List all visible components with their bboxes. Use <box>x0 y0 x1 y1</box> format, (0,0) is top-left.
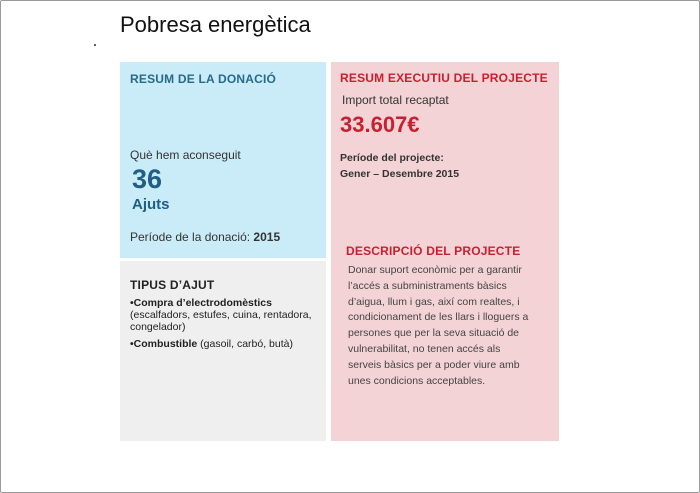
description-line: Donar suport econòmic per a garantir <box>348 264 522 276</box>
aid-types-panel: TIPUS D’AJUT •Compra d’electrodomèstics … <box>120 261 326 441</box>
description-line: d’aigua, llum i gas, així com realtes, i <box>348 295 520 308</box>
donation-period-value: 2015 <box>253 230 281 244</box>
aid-types-list: •Compra d’electrodomèstics (escalfadors,… <box>130 297 322 355</box>
aid-item-fuel: •Combustible (gasoil, carbó, butà) <box>130 338 322 350</box>
description-line: unes condicions acceptables. <box>348 374 486 387</box>
description-heading: DESCRIPCIÓ DEL PROJECTE <box>346 244 521 258</box>
aid-types-heading: TIPUS D’AJUT <box>130 278 215 292</box>
aid-item-appliances: •Compra d’electrodomèstics (escalfadors,… <box>130 297 322 333</box>
aid-item-detail: (gasoil, carbó, butà) <box>197 338 293 350</box>
project-period-value: Gener – Desembre 2015 <box>340 168 460 180</box>
description-line: l’accés a subministraments bàsics <box>348 279 507 292</box>
aid-item-title: •Combustible <box>130 338 198 350</box>
stray-dot <box>94 44 96 46</box>
project-period-label: Període del projecte: <box>340 152 444 164</box>
aid-count: 36 <box>132 164 163 194</box>
executive-summary-heading: RESUM EXECUTIU DEL PROJECTE <box>340 71 548 85</box>
donation-period: Període de la donació: 2015 <box>130 230 280 244</box>
description-line: serveis bàsics per a poder viure amb <box>348 358 520 371</box>
description-line: vulnerabilitat, no tenen accés als <box>348 342 501 355</box>
aid-count-unit: Ajuts <box>132 196 170 213</box>
description-text: Donar suport econòmic per a garantir l’a… <box>348 263 554 389</box>
aid-item-title: •Compra d’electrodomèstics <box>130 297 272 309</box>
donation-summary-panel: RESUM DE LA DONACIÓ Què hem aconseguit 3… <box>120 62 326 258</box>
aid-item-detail: (escalfadors, estufes, cuina, rentadora,… <box>130 309 312 333</box>
donation-summary-heading: RESUM DE LA DONACIÓ <box>130 72 277 86</box>
donation-period-label: Període de la donació: <box>130 230 254 244</box>
page-title: Pobresa energètica <box>120 12 311 37</box>
achieved-label: Què hem aconseguit <box>130 148 241 162</box>
description-line: condicionament de les llars i lloguers a <box>348 311 529 324</box>
description-line: persones que per la seva situació de <box>348 327 520 340</box>
import-amount: 33.607€ <box>340 112 420 137</box>
executive-summary-panel: RESUM EXECUTIU DEL PROJECTE Import total… <box>331 62 559 441</box>
import-label: Import total recaptat <box>342 93 449 107</box>
